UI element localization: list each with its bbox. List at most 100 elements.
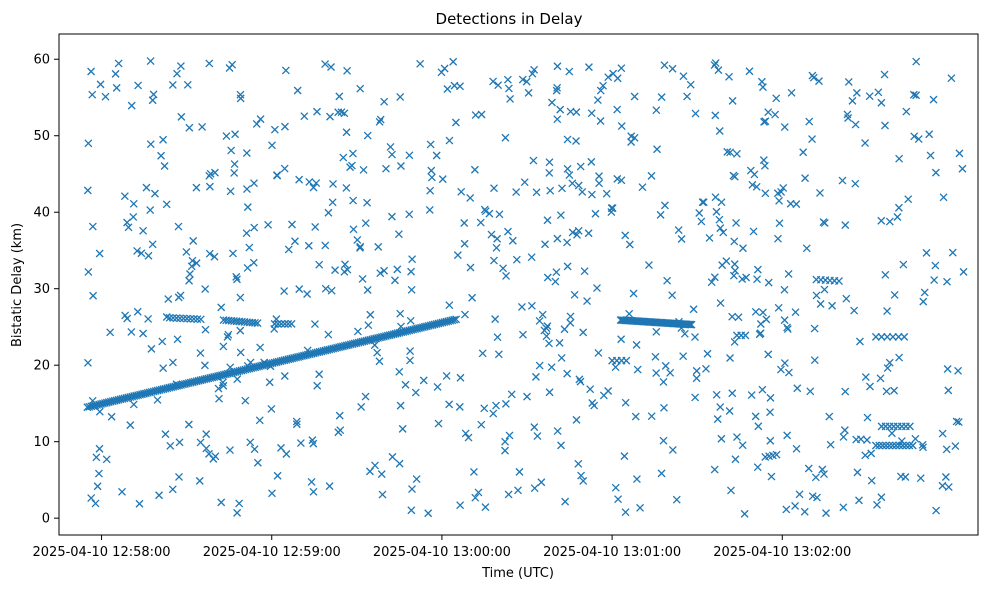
detection-point	[295, 175, 304, 184]
detection-point	[438, 175, 447, 184]
detection-point	[202, 430, 211, 439]
detection-point	[514, 486, 522, 495]
detection-point	[296, 439, 305, 447]
detection-point	[273, 171, 281, 180]
detection-point	[270, 325, 279, 333]
detection-point	[307, 477, 316, 486]
detection-point	[545, 169, 554, 177]
detection-point	[201, 325, 210, 334]
detection-point	[425, 205, 434, 214]
detection-point	[883, 307, 892, 316]
detection-point	[677, 324, 686, 333]
detection-point	[875, 441, 884, 450]
detection-point	[659, 378, 668, 386]
detection-point	[851, 120, 860, 129]
detection-point	[300, 112, 309, 121]
detection-point	[852, 435, 861, 444]
detection-point	[543, 216, 552, 225]
detection-point	[210, 168, 219, 177]
detection-point	[139, 226, 148, 235]
detection-point	[312, 179, 321, 188]
detection-point	[625, 240, 634, 249]
detection-point	[555, 338, 564, 347]
detection-point	[120, 192, 129, 201]
detection-point	[134, 81, 143, 90]
detection-point	[515, 467, 524, 476]
detection-point	[183, 80, 192, 89]
detection-point	[657, 93, 666, 102]
detection-point	[144, 314, 153, 323]
detection-point	[776, 365, 785, 374]
detection-point	[703, 349, 712, 358]
detection-point	[155, 491, 164, 500]
detection-point	[739, 244, 747, 253]
detection-point	[565, 67, 574, 76]
detection-point	[943, 365, 952, 373]
detection-point	[311, 222, 320, 231]
detection-point	[728, 96, 737, 105]
detection-point	[450, 315, 459, 324]
detection-point	[432, 151, 441, 160]
detection-point	[816, 300, 825, 308]
detection-point	[542, 324, 551, 333]
detection-point	[376, 115, 385, 124]
detection-point	[930, 276, 939, 285]
detection-point	[806, 387, 815, 396]
detection-point	[280, 319, 289, 328]
detection-point	[373, 348, 382, 357]
detection-point	[867, 476, 876, 485]
detection-point	[783, 323, 792, 332]
detection-point	[328, 198, 337, 207]
detection-point	[331, 266, 340, 275]
detection-point	[396, 309, 405, 318]
detection-point	[663, 276, 672, 285]
detection-point	[226, 363, 235, 372]
detection-point	[157, 151, 166, 160]
detection-point	[883, 332, 892, 341]
detection-point	[912, 57, 921, 66]
detection-point	[396, 401, 405, 410]
detection-point	[250, 223, 259, 232]
y-axis-label: Bistatic Delay (km)	[10, 223, 25, 347]
detection-point	[364, 321, 373, 330]
detection-point	[841, 221, 850, 230]
detection-point	[231, 130, 240, 139]
detection-point	[716, 403, 725, 412]
detection-point	[288, 220, 296, 229]
detection-point	[508, 236, 517, 245]
detection-point	[396, 92, 405, 101]
detection-point	[938, 429, 947, 438]
detection-point	[537, 478, 546, 487]
detection-point	[691, 109, 700, 118]
detection-point	[710, 465, 719, 474]
x-tick-label: 2025-04-10 13:00:00	[373, 545, 511, 560]
detection-point	[95, 249, 104, 258]
detection-point	[148, 240, 157, 249]
detection-point	[232, 275, 241, 284]
detection-point	[139, 329, 148, 338]
detection-point	[356, 243, 364, 252]
detection-point	[685, 320, 694, 329]
detection-point	[198, 122, 207, 131]
detection-point	[460, 239, 469, 248]
detection-point	[780, 316, 789, 325]
detection-point	[699, 198, 708, 207]
detection-point	[888, 441, 897, 450]
detection-point	[334, 428, 343, 437]
detection-point	[943, 277, 951, 286]
detection-point	[230, 160, 239, 169]
detection-point	[291, 237, 299, 246]
detection-point	[620, 452, 629, 461]
detection-point	[822, 509, 830, 518]
detection-point	[162, 200, 171, 209]
detection-point	[730, 260, 739, 269]
detection-point	[477, 420, 486, 429]
detection-point	[507, 390, 516, 399]
detection-point	[366, 310, 375, 319]
detection-point	[894, 332, 903, 341]
detection-point	[695, 209, 704, 217]
detection-point	[150, 189, 159, 198]
detection-point	[503, 227, 512, 236]
detection-point	[88, 90, 97, 99]
detection-point	[707, 278, 716, 287]
